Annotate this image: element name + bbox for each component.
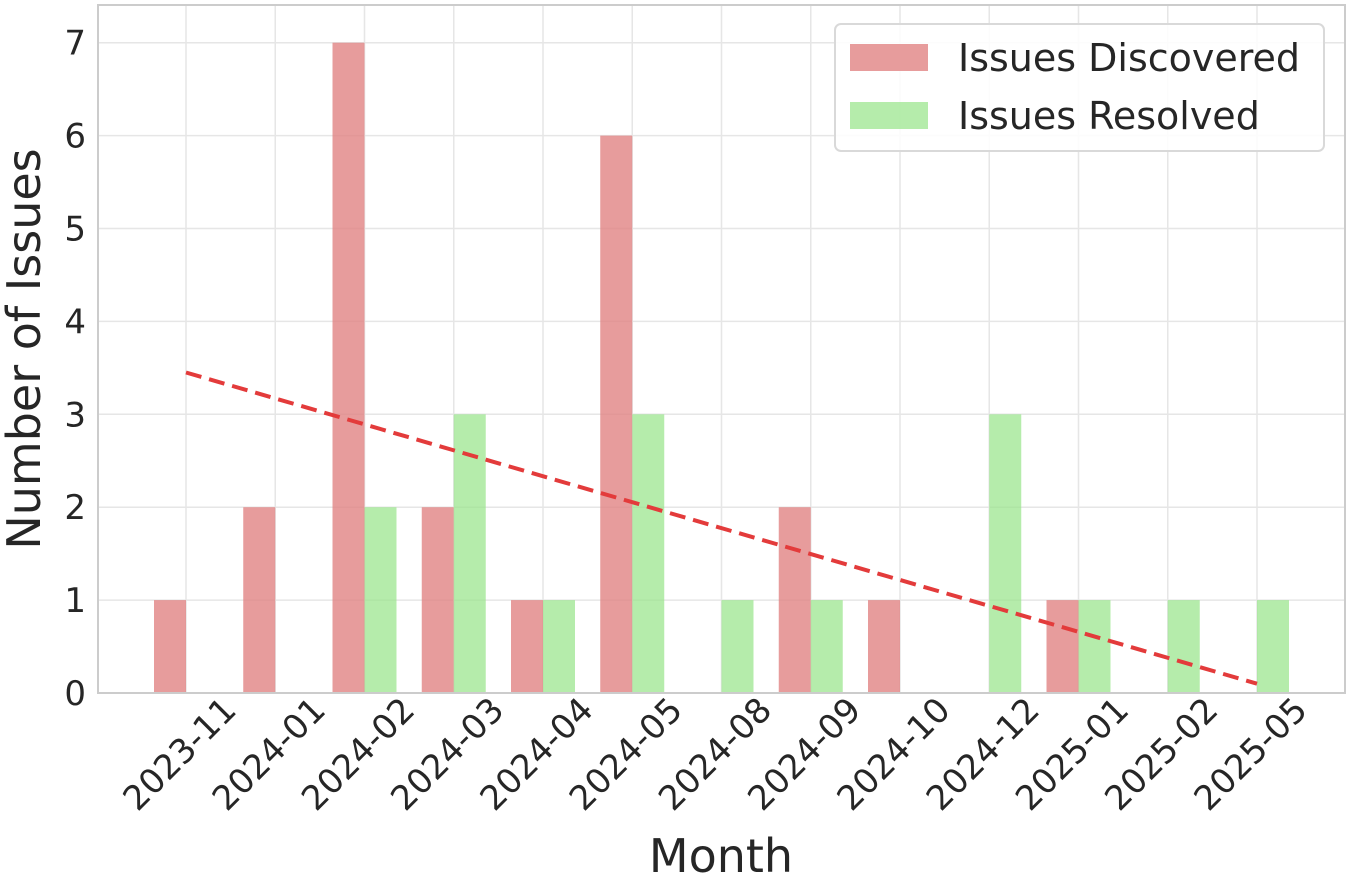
bar-discovered <box>332 42 365 693</box>
legend-label-discovered: Issues Discovered <box>958 36 1300 80</box>
y-tick-label: 5 <box>64 210 86 250</box>
y-tick-label: 6 <box>64 117 86 157</box>
y-tick-label: 2 <box>64 488 86 528</box>
legend-swatch-discovered <box>850 44 928 71</box>
trend-line-layer <box>185 370 1258 686</box>
legend-label-resolved: Issues Resolved <box>958 94 1260 138</box>
bar-discovered <box>868 600 900 693</box>
y-tick-label: 3 <box>64 395 86 435</box>
bar-resolved <box>543 600 575 693</box>
legend-box <box>834 23 1325 152</box>
bar-discovered <box>511 600 543 693</box>
y-tick-label: 0 <box>64 674 86 714</box>
bar-resolved <box>989 414 1022 693</box>
bar-resolved <box>1257 600 1289 693</box>
bar-resolved <box>364 507 397 693</box>
y-axis-title: Number of Issues <box>0 148 51 549</box>
legend: Issues Discovered Issues Resolved <box>834 23 1325 152</box>
y-tick-label: 7 <box>64 24 86 64</box>
bar-discovered <box>243 507 276 693</box>
y-tick-labels: 0 1 2 3 4 5 6 7 <box>64 24 86 714</box>
bar-discovered <box>778 507 811 693</box>
x-axis-title: Month <box>649 829 793 882</box>
bar-discovered <box>154 600 186 693</box>
y-tick-label: 1 <box>64 581 86 621</box>
bar-resolved <box>721 600 754 693</box>
plot-frame <box>97 4 1346 694</box>
bar-discovered <box>1046 600 1079 693</box>
bar-resolved <box>810 600 843 693</box>
bar-discovered <box>600 135 633 694</box>
bar-resolved <box>1167 600 1200 693</box>
bar-resolved <box>453 414 486 693</box>
y-tick-label: 4 <box>64 302 86 342</box>
bars <box>154 42 1289 694</box>
x-tick-labels: 2023-112024-012024-022024-032024-042024-… <box>116 690 1316 819</box>
bar-resolved <box>1078 600 1111 693</box>
bar-discovered <box>421 507 454 693</box>
bar-resolved <box>632 414 665 693</box>
legend-swatch-resolved <box>850 102 928 129</box>
trend-line <box>185 370 1258 686</box>
